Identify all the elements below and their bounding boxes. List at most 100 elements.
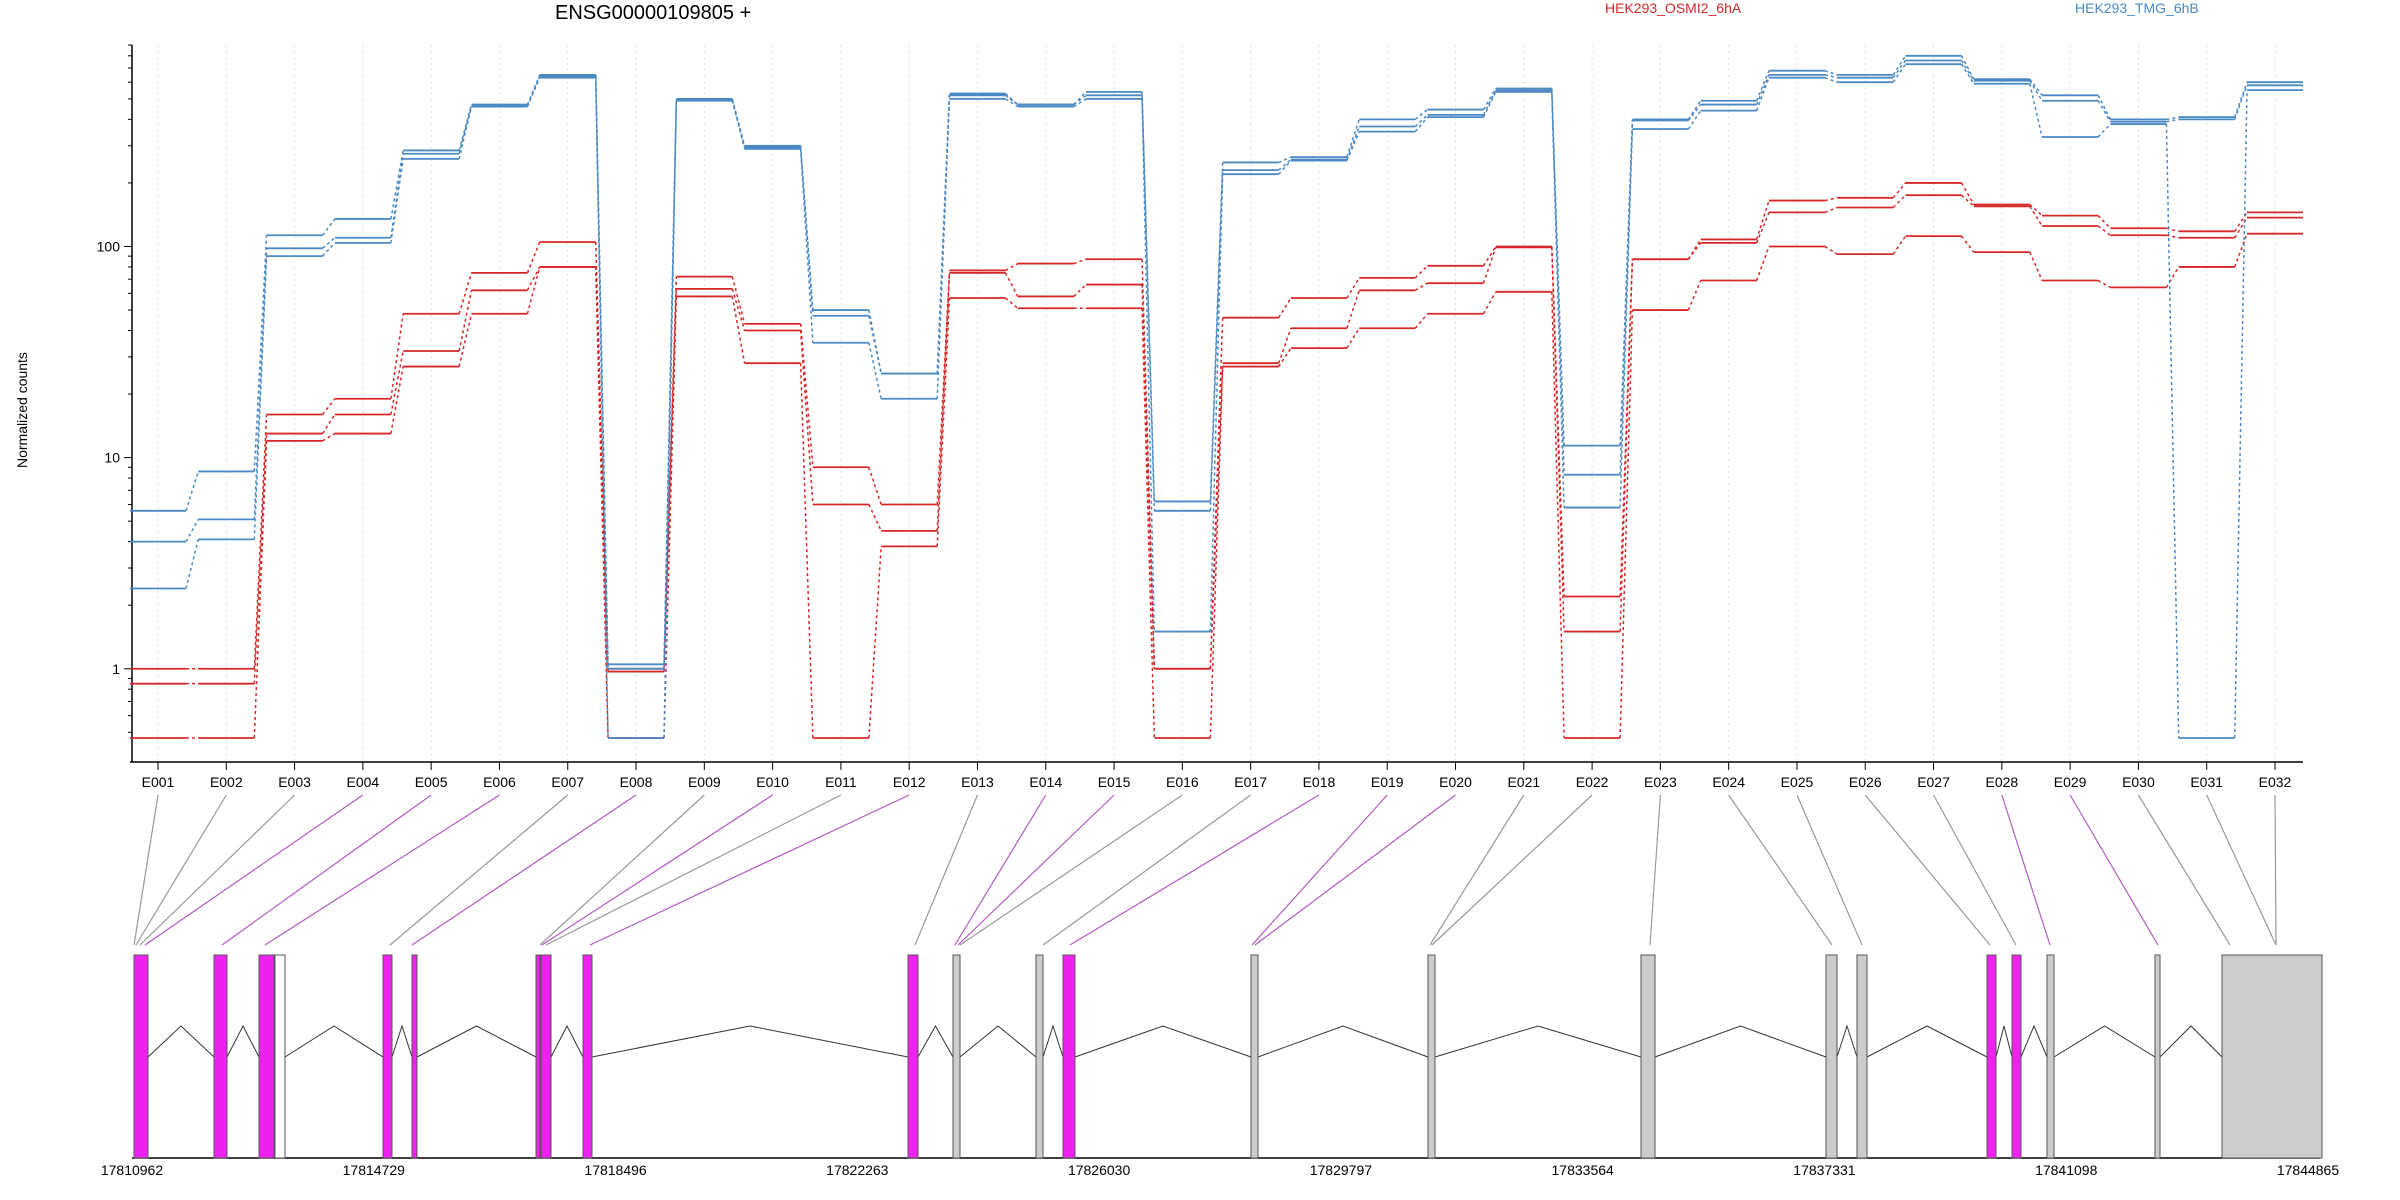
x-tick-label: E011 [825,774,857,790]
series-4-connector [1824,74,1838,79]
series-1-connector [1004,272,1019,297]
series-0-connector [1346,277,1360,299]
series-4-connector [185,519,199,543]
series-5-connector [1551,91,1565,508]
series-2-connector [526,266,541,314]
series-5-connector [253,256,268,540]
exon-box [2046,954,2055,1159]
exon-box [1035,954,1044,1159]
series-4-connector [322,237,336,249]
series-1-connector [936,272,951,531]
series-2-connector [2165,266,2180,288]
y-tick-label: 10 [104,450,120,466]
series-1-connector [1961,194,1975,207]
exon-connector-line [539,794,705,946]
exon-box [1986,954,1997,1159]
series-5-connector [1073,98,1087,108]
genomic-coordinate-label: 17829797 [1310,1162,1373,1178]
series-2-connector [1141,308,1156,739]
x-tick-label: E032 [2259,774,2292,790]
series-2-connector [2029,251,2043,281]
x-tick-label: E021 [1507,774,1540,790]
series-1-connector [1073,284,1087,297]
series-5-connector [868,342,882,399]
series-1-connector [321,414,336,434]
series-0-connector [1073,258,1087,265]
series-1-connector [390,350,404,415]
intron-line [1074,1025,1252,1058]
series-0-connector [321,398,336,415]
x-tick-label: E030 [2122,774,2155,790]
intron-line [1836,1024,1858,1058]
series-1-connector [2029,205,2043,227]
exon-connector-line [959,794,1183,946]
series-5-connector [1892,63,1907,83]
exon-box [258,954,275,1159]
x-tick-label: E023 [1644,774,1677,790]
exon-connector-line [1254,794,1456,946]
series-4-connector [868,315,882,374]
exon-box [540,954,552,1159]
intron-line [1866,1025,1988,1058]
series-3-connector [321,218,336,236]
series-2-connector [322,432,336,442]
intron-line [2053,1025,2156,1058]
series-1-connector [1755,212,1770,244]
series-1-connector [1551,247,1565,632]
exon-connector-line [1429,794,1525,946]
series-5-connector [1482,91,1497,118]
series-3-connector [1892,55,1907,76]
exon-box [1825,954,1838,1159]
series-1-connector [1687,242,1702,260]
x-tick-label: E002 [210,774,243,790]
exon-connector-line [1069,794,1320,946]
intron-line [2020,1024,2048,1058]
series-0-connector [868,467,882,505]
series-0-connector [1005,262,1019,272]
series-4-connector [1755,74,1770,105]
series-4-connector [1278,159,1292,171]
series-4-connector [1073,94,1087,106]
x-tick-label: E025 [1781,774,1814,790]
series-2-connector [1551,291,1565,739]
series-3-connector [185,471,200,512]
x-tick-label: E020 [1439,774,1472,790]
series-3-connector [2097,94,2112,120]
series-0-connector [2097,215,2111,229]
exon-connector-line [1728,794,1833,946]
exon-connector-line [411,794,637,946]
x-tick-label: E014 [1029,774,1062,790]
exon-box [213,954,228,1159]
series-0-connector [1824,197,1838,202]
series-1-connector [1414,282,1428,291]
series-2-connector [2097,279,2111,289]
series-5-connector [2165,124,2180,739]
exon-connector-line [1649,794,1661,946]
series-2-connector [390,366,404,434]
series-4-connector [1551,90,1565,475]
exon-box [535,954,541,1159]
series-0-connector [1209,317,1224,669]
series-5-connector [663,100,678,739]
legend-entry-tmg: HEK293_TMG_6hB [2075,0,2199,16]
genomic-coordinate-label: 17810962 [101,1162,164,1178]
series-4-connector [1005,94,1019,106]
series-1-connector [799,330,814,505]
x-tick-label: E004 [347,774,380,790]
exon-connector-line [133,794,159,946]
series-0-connector [1619,259,1634,597]
exon-connector-line [1864,794,1991,946]
exon-connector-line [1933,794,2017,946]
series-2-connector [1005,297,1019,309]
exon-connector-line [957,794,1115,946]
series-0-connector [390,313,404,399]
series-1-connector [1346,290,1360,329]
series-2-connector [868,546,882,739]
series-1-connector [1141,284,1156,669]
genomic-coordinate-label: 17822263 [826,1162,889,1178]
series-5-connector [1346,131,1360,161]
intron-line [959,1025,1037,1058]
exon-box [2221,954,2323,1159]
exon-connector-line [1251,794,1388,946]
series-3-connector [1687,100,1702,120]
